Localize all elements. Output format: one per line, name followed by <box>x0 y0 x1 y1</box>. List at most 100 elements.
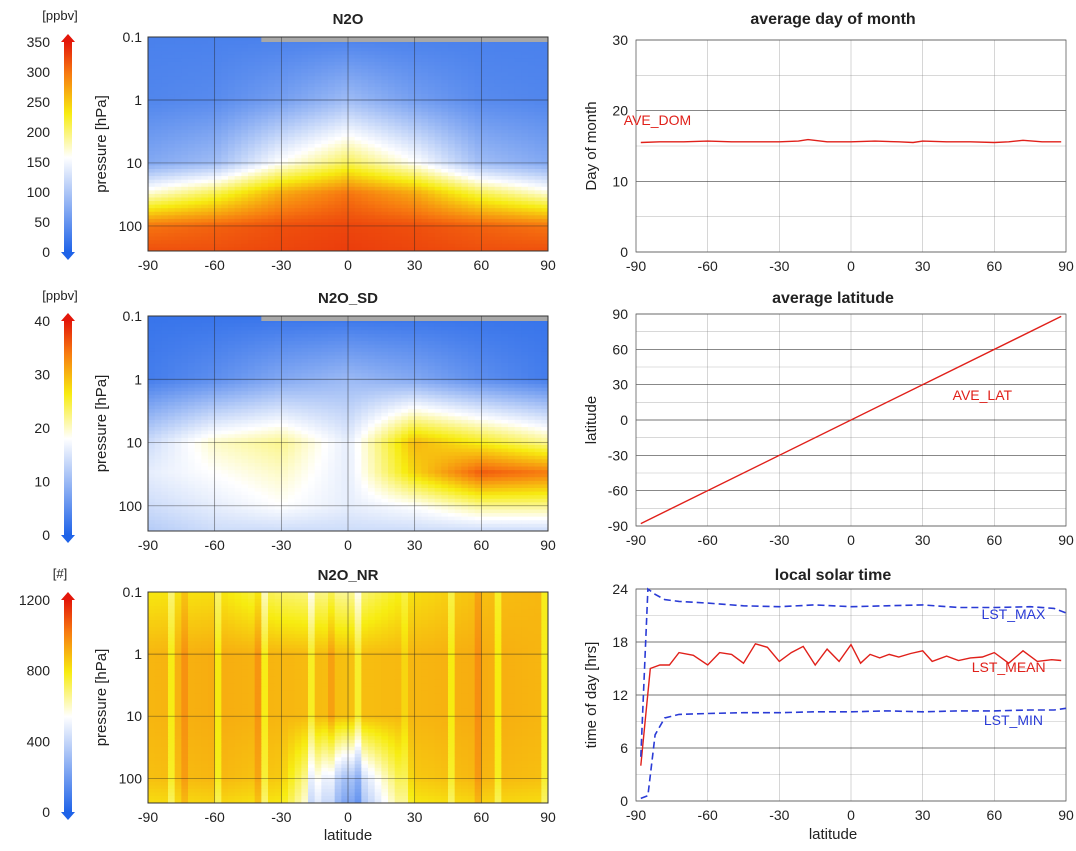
x-axis-label: latitude <box>324 827 372 844</box>
x-tick-label: -30 <box>271 537 291 553</box>
chart-title: N2O_SD <box>318 290 378 307</box>
y-tick-label: 10 <box>126 708 142 724</box>
colorbar-tick-label: 350 <box>27 34 51 50</box>
y-tick-label: 60 <box>612 341 628 357</box>
y-tick-label: 0 <box>620 793 628 809</box>
y-tick-label: 10 <box>612 173 628 189</box>
x-tick-label: -60 <box>698 258 718 274</box>
y-tick-label: 0.1 <box>123 29 143 45</box>
x-tick-label: -60 <box>205 257 225 273</box>
x-tick-label: 60 <box>987 258 1003 274</box>
series-line-lst-mean <box>640 642 1062 766</box>
x-tick-label: 0 <box>847 532 855 548</box>
x-tick-label: -60 <box>698 807 718 823</box>
colorbar-min-arrow <box>61 535 75 543</box>
x-tick-label: 30 <box>915 532 931 548</box>
x-tick-label: 30 <box>915 258 931 274</box>
x-tick-label: 60 <box>474 809 490 825</box>
colorbar-max-arrow <box>61 34 75 42</box>
line-panel-dom: -90 -60 -30 0 30 60 90 0 10 20 30 AVE_DOM average da… <box>583 11 1074 274</box>
heatmap-field <box>148 592 548 803</box>
x-tick-label: 30 <box>915 807 931 823</box>
colorbar-gradient <box>64 600 72 812</box>
x-tick-label: -90 <box>626 807 646 823</box>
colorbar-tick-label: 10 <box>34 474 50 490</box>
x-tick-label: 90 <box>540 257 556 273</box>
colorbar-tick-label: 20 <box>34 420 50 436</box>
colorbar-gradient <box>64 321 72 535</box>
colorbar: [ppbv] 350 300 250 200 150 100 50 0 <box>27 8 78 260</box>
x-tick-label: 0 <box>847 807 855 823</box>
colorbar-tick-label: 40 <box>34 313 50 329</box>
chart-title: N2O_NR <box>318 567 379 584</box>
y-tick-label: 100 <box>119 770 143 786</box>
colorbar-tick-label: 300 <box>27 64 51 80</box>
colorbar-tick-label: 0 <box>42 244 50 260</box>
series-line-ave-dom <box>640 138 1062 144</box>
colorbar-max-arrow <box>61 592 75 600</box>
series-label: LST_MIN <box>984 712 1043 728</box>
colorbar: [#]1200 800 400 0 <box>19 566 75 820</box>
x-tick-label: 90 <box>1058 532 1074 548</box>
plot-frame <box>147 591 549 804</box>
colorbar-tick-label: 150 <box>27 154 51 170</box>
y-tick-label: 18 <box>612 634 628 650</box>
plot-frame <box>147 315 549 532</box>
plot-frame <box>635 313 1067 527</box>
y-tick-label: 1 <box>134 371 142 387</box>
colorbar-tick-label: 400 <box>27 733 51 749</box>
colorbar-unit: [ppbv] <box>42 288 77 303</box>
line-panel-lat: -90 -60 -30 0 30 60 90 -90 -60 -30 0 30 60 90 AVE_LAT a… <box>583 290 1074 548</box>
x-tick-label: 30 <box>407 257 423 273</box>
chart-title: N2O <box>333 11 364 28</box>
x-tick-label: 60 <box>987 807 1003 823</box>
colorbar-min-arrow <box>61 812 75 820</box>
y-tick-label: -90 <box>608 518 628 534</box>
colorbar-tick-label: 50 <box>34 214 50 230</box>
y-tick-label: -60 <box>608 483 628 499</box>
x-tick-label: 60 <box>474 537 490 553</box>
y-axis-label: latitude <box>583 396 600 444</box>
colorbar-min-arrow <box>61 252 75 260</box>
x-tick-label: -30 <box>271 809 291 825</box>
series-label: LST_MAX <box>982 606 1046 622</box>
x-tick-label: 90 <box>1058 258 1074 274</box>
plot-frame <box>147 36 549 252</box>
series-line-ave-lat <box>640 315 1062 525</box>
y-tick-label: 24 <box>612 581 628 597</box>
series-line-lst-max <box>640 587 1067 757</box>
colorbar-unit: [ppbv] <box>42 8 77 23</box>
missing-data-band <box>261 316 548 321</box>
y-tick-label: 0.1 <box>123 308 143 324</box>
heatmap-panel-n2o: -90 -60 -30 0 30 60 90 0.1 1 10 100 N2O pressure [hP… <box>27 8 556 273</box>
x-tick-label: -30 <box>769 258 789 274</box>
y-tick-label: 1 <box>134 92 142 108</box>
x-tick-label: -30 <box>769 807 789 823</box>
series-label: AVE_DOM <box>624 112 691 128</box>
series-label: LST_MEAN <box>972 659 1046 675</box>
x-tick-label: -30 <box>769 532 789 548</box>
x-tick-label: 30 <box>407 809 423 825</box>
y-axis-label: pressure [hPa] <box>93 649 110 747</box>
colorbar-tick-label: 250 <box>27 94 51 110</box>
x-tick-label: 0 <box>344 537 352 553</box>
x-tick-label: -60 <box>205 809 225 825</box>
y-axis-label: pressure [hPa] <box>93 375 110 473</box>
colorbar-tick-label: 1200 <box>19 592 50 608</box>
plot-frame <box>635 588 1067 802</box>
colorbar-max-arrow <box>61 313 75 321</box>
y-tick-label: 12 <box>612 687 628 703</box>
x-tick-label: 60 <box>474 257 490 273</box>
y-tick-label: 10 <box>126 155 142 171</box>
heatmap-field <box>148 37 548 251</box>
colorbar-tick-label: 30 <box>34 367 50 383</box>
x-tick-label: -90 <box>138 257 158 273</box>
x-tick-label: 0 <box>847 258 855 274</box>
x-tick-label: -90 <box>138 809 158 825</box>
x-tick-label: -90 <box>626 532 646 548</box>
colorbar-gradient <box>64 42 72 252</box>
line-panel-lst: -90 -60 -30 0 30 60 90 0 6 12 18 24 LST_MAX LST_MEAN L… <box>583 567 1074 843</box>
y-axis-label: pressure [hPa] <box>93 95 110 193</box>
x-tick-label: -60 <box>698 532 718 548</box>
x-tick-label: -90 <box>626 258 646 274</box>
